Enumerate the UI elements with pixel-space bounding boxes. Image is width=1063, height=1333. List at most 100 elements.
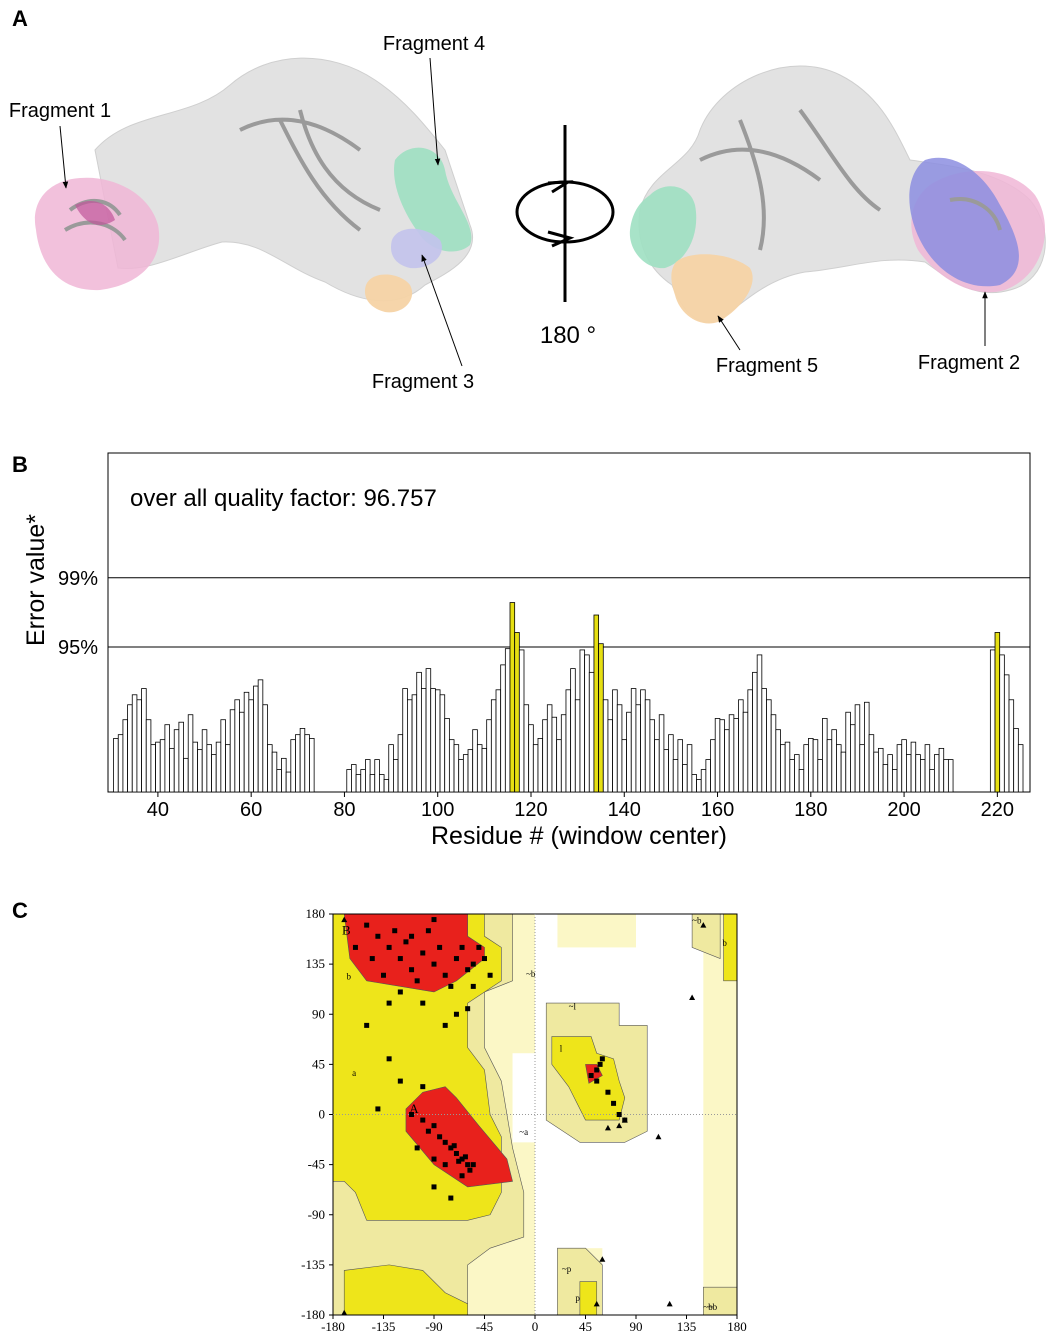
bar	[169, 747, 175, 793]
bar	[155, 741, 161, 793]
bar	[588, 671, 595, 793]
bar	[784, 741, 791, 793]
bar	[789, 759, 795, 793]
bar	[994, 632, 1001, 793]
region-label: ~b	[708, 1302, 718, 1312]
bar	[719, 719, 725, 793]
region	[405, 1086, 513, 1188]
bar	[626, 711, 632, 793]
bar	[710, 739, 716, 793]
protein-right	[629, 65, 1046, 324]
bar	[616, 704, 623, 793]
fragment-labels: Fragment 1 Fragment 4 Fragment 3 Fragmen…	[9, 33, 1020, 393]
bar	[738, 699, 744, 793]
bar	[724, 729, 730, 793]
region-label: a	[352, 1068, 356, 1078]
bar	[621, 739, 627, 793]
bar	[752, 671, 758, 793]
annotation: over all quality factor: 96.757	[130, 485, 437, 512]
region-label: ~l	[569, 1001, 577, 1011]
y-axis-label: Error value*	[22, 514, 50, 646]
point	[431, 961, 437, 967]
panel-label: B	[12, 452, 28, 477]
point	[465, 1162, 471, 1168]
bar	[733, 718, 739, 793]
bar	[1008, 699, 1015, 793]
point	[453, 1011, 459, 1017]
bar	[299, 728, 306, 793]
y-tick-label: -90	[308, 1207, 325, 1222]
region-label: ~b	[703, 1302, 713, 1312]
point	[403, 939, 409, 945]
bar	[495, 689, 502, 793]
bar	[612, 689, 618, 793]
bar	[439, 694, 446, 793]
point	[594, 1067, 600, 1073]
bar	[262, 704, 268, 793]
point	[453, 956, 459, 962]
arrow	[59, 125, 69, 189]
bar	[602, 699, 609, 793]
point	[442, 1162, 448, 1168]
bar	[700, 769, 707, 793]
x-tick-label: -135	[372, 1319, 396, 1333]
bar	[122, 719, 128, 793]
bar	[365, 759, 371, 793]
bar	[444, 718, 450, 793]
point	[487, 972, 493, 978]
bar	[234, 699, 240, 793]
bar	[420, 688, 427, 793]
bar	[910, 741, 917, 793]
bar	[929, 769, 935, 793]
bar	[150, 744, 156, 793]
bar	[136, 699, 142, 793]
point	[437, 1134, 443, 1140]
bar	[462, 754, 469, 793]
point	[375, 1106, 381, 1112]
point	[364, 922, 370, 928]
point	[420, 1084, 426, 1090]
bar	[355, 774, 362, 793]
point	[605, 1089, 611, 1095]
y-tick-label: -45	[308, 1157, 325, 1172]
point	[420, 1117, 426, 1123]
bar	[560, 714, 567, 793]
ramachandran-regions	[332, 913, 738, 1316]
bar	[808, 738, 814, 793]
bar	[295, 734, 301, 793]
point	[448, 1195, 454, 1201]
point	[397, 1078, 403, 1084]
bar	[309, 738, 315, 793]
point	[420, 1000, 426, 1006]
x-tick-label: 120	[514, 799, 547, 821]
point	[425, 1128, 431, 1134]
bar	[770, 714, 777, 793]
bar	[878, 747, 884, 793]
arrow	[429, 57, 441, 166]
point	[414, 978, 420, 984]
bar	[393, 759, 399, 793]
bar	[187, 714, 194, 793]
region-label: l	[560, 1044, 563, 1054]
bar	[677, 739, 683, 793]
x-axis-label: Residue # (window center)	[431, 822, 727, 850]
bar	[705, 759, 711, 793]
point	[431, 1184, 437, 1190]
bar	[584, 654, 590, 793]
bar	[654, 739, 660, 793]
bar	[630, 688, 637, 793]
region-label: A	[409, 1101, 419, 1116]
bar	[663, 749, 669, 793]
bar	[756, 654, 763, 793]
bar	[211, 754, 217, 793]
bar	[1003, 674, 1010, 793]
bar	[383, 779, 390, 793]
bar	[178, 721, 184, 793]
region	[579, 1281, 598, 1316]
bar	[374, 759, 380, 793]
bar	[780, 744, 786, 793]
bar	[514, 632, 520, 793]
bar	[682, 764, 688, 793]
bar	[467, 749, 474, 793]
